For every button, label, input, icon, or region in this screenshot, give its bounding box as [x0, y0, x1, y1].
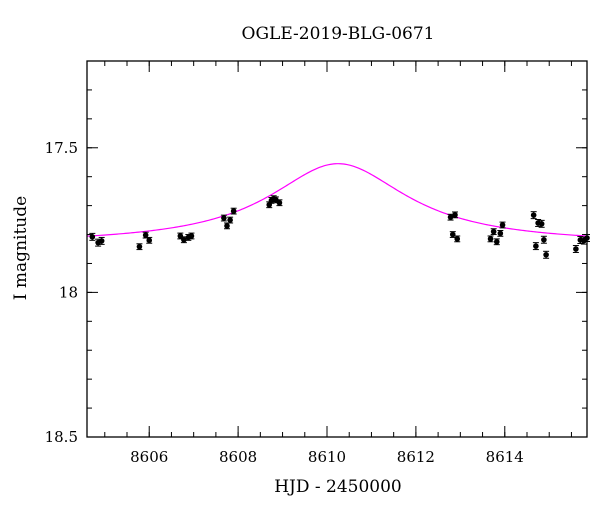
x-tick-label: 8606: [130, 448, 168, 466]
major-ticks: [87, 61, 587, 438]
y-tick-label: 18: [59, 283, 78, 301]
data-point: [146, 237, 153, 244]
data-point: [533, 243, 539, 249]
model-curve: [86, 163, 588, 237]
data-point: [227, 217, 233, 223]
data-point: [221, 215, 227, 221]
data-point: [89, 234, 96, 240]
chart-title: OGLE-2019-BLG-0671: [242, 24, 435, 44]
x-tick-label: 8608: [219, 448, 257, 466]
x-tick-labels: 8606 8608 8610 8612 8614: [130, 448, 524, 466]
data-point: [454, 236, 461, 242]
x-tick-label: 8614: [486, 448, 524, 466]
minor-ticks: [87, 60, 587, 438]
data-point: [224, 223, 230, 229]
y-tick-labels: 17.5 18 18.5: [45, 139, 78, 446]
y-tick-label: 17.5: [45, 139, 78, 157]
data-point: [543, 251, 549, 258]
data-point: [188, 233, 195, 239]
data-point: [177, 233, 184, 239]
plot-frame: [86, 60, 588, 438]
x-axis-label: HJD - 2450000: [274, 477, 402, 497]
data-point: [181, 236, 187, 243]
data-point: [530, 212, 537, 218]
y-axis-label: I magnitude: [11, 196, 31, 300]
data-point: [452, 212, 458, 218]
data-point: [487, 236, 494, 242]
data-point: [499, 222, 506, 228]
data-point: [541, 236, 547, 243]
x-tick-label: 8612: [397, 448, 435, 466]
data-point: [230, 208, 237, 214]
data-point: [538, 221, 545, 227]
data-point: [449, 231, 456, 238]
y-tick-label: 18.5: [45, 428, 78, 446]
data-point: [497, 230, 504, 237]
data-points: [89, 195, 590, 258]
data-point: [447, 214, 454, 220]
data-point: [490, 228, 497, 235]
x-tick-label: 8610: [308, 448, 346, 466]
error-bars: [89, 195, 590, 259]
data-point: [98, 238, 105, 244]
data-point: [266, 201, 273, 208]
data-point: [276, 199, 283, 206]
data-point: [142, 232, 149, 238]
data-point: [493, 238, 500, 245]
data-point: [573, 246, 579, 252]
data-point: [136, 243, 143, 250]
